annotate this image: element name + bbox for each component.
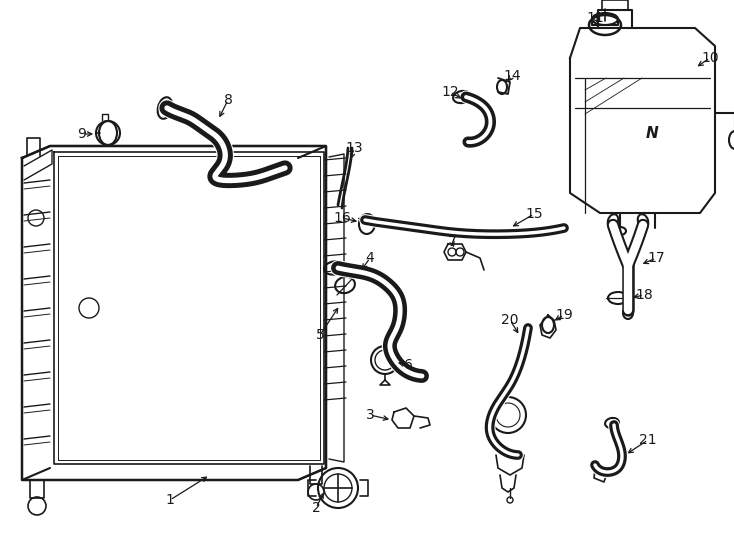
- Text: 19: 19: [555, 308, 573, 322]
- Text: 11: 11: [586, 11, 604, 25]
- Text: 7: 7: [448, 235, 457, 249]
- Text: 16: 16: [333, 211, 351, 225]
- Text: 10: 10: [701, 51, 719, 65]
- Circle shape: [490, 397, 526, 433]
- Text: 3: 3: [366, 408, 374, 422]
- Text: 17: 17: [647, 251, 665, 265]
- Text: 1: 1: [166, 493, 175, 507]
- Text: 20: 20: [501, 313, 519, 327]
- Text: N: N: [646, 125, 658, 140]
- Text: 8: 8: [224, 93, 233, 107]
- Text: 14: 14: [504, 69, 521, 83]
- Text: 21: 21: [639, 433, 657, 447]
- Text: 12: 12: [441, 85, 459, 99]
- Polygon shape: [570, 28, 715, 213]
- Text: 13: 13: [345, 141, 363, 155]
- Text: 4: 4: [366, 251, 374, 265]
- Text: 5: 5: [316, 328, 324, 342]
- Text: 9: 9: [78, 127, 87, 141]
- Polygon shape: [22, 146, 326, 480]
- Text: 6: 6: [404, 358, 413, 372]
- Text: 2: 2: [312, 501, 320, 515]
- Text: 15: 15: [526, 207, 543, 221]
- Text: 18: 18: [635, 288, 653, 302]
